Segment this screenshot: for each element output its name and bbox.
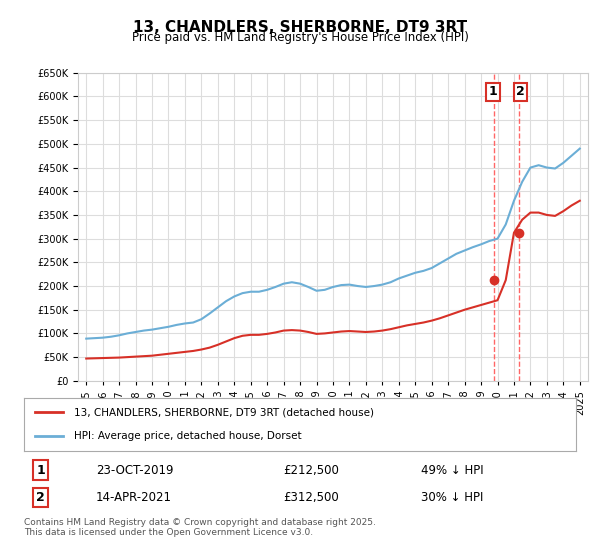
Text: £212,500: £212,500 <box>283 464 340 477</box>
Text: 13, CHANDLERS, SHERBORNE, DT9 3RT: 13, CHANDLERS, SHERBORNE, DT9 3RT <box>133 20 467 35</box>
Text: 1: 1 <box>36 464 45 477</box>
Text: £312,500: £312,500 <box>283 491 339 504</box>
Text: 30% ↓ HPI: 30% ↓ HPI <box>421 491 484 504</box>
Text: 2: 2 <box>36 491 45 504</box>
Text: 2: 2 <box>516 85 525 98</box>
Text: 13, CHANDLERS, SHERBORNE, DT9 3RT (detached house): 13, CHANDLERS, SHERBORNE, DT9 3RT (detac… <box>74 408 374 418</box>
Text: 23-OCT-2019: 23-OCT-2019 <box>96 464 173 477</box>
Text: 14-APR-2021: 14-APR-2021 <box>96 491 172 504</box>
Text: 1: 1 <box>488 85 497 98</box>
Text: Contains HM Land Registry data © Crown copyright and database right 2025.
This d: Contains HM Land Registry data © Crown c… <box>24 518 376 538</box>
Text: HPI: Average price, detached house, Dorset: HPI: Average price, detached house, Dors… <box>74 431 301 441</box>
Text: Price paid vs. HM Land Registry's House Price Index (HPI): Price paid vs. HM Land Registry's House … <box>131 31 469 44</box>
Text: 49% ↓ HPI: 49% ↓ HPI <box>421 464 484 477</box>
